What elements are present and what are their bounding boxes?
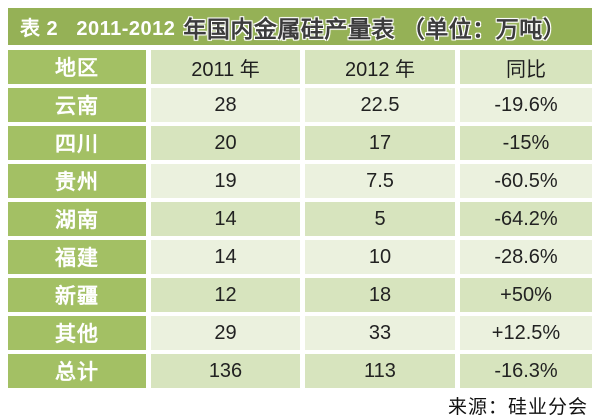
value-cell: 10 [305, 240, 455, 274]
value-cell: 136 [151, 354, 300, 388]
source-note: 来源：硅业分会 [447, 397, 588, 418]
value-cell: 18 [305, 278, 455, 312]
region-cell: 新疆 [8, 278, 146, 312]
value-cell: 20 [151, 126, 300, 160]
value-cell: 28 [151, 88, 300, 122]
table-title-bar: 表 2 2011-2012 年国内金属硅产量表 （单位：万吨） [8, 8, 592, 45]
value-cell: -16.3% [460, 354, 592, 388]
value-cell: 33 [305, 316, 455, 350]
region-cell: 四川 [8, 126, 146, 160]
table-title-prefix: 表 2 2011-2012 [20, 18, 176, 40]
value-cell: 29 [151, 316, 300, 350]
region-cell: 福建 [8, 240, 146, 274]
region-cell: 云南 [8, 88, 146, 122]
value-cell: +50% [460, 278, 592, 312]
region-cell: 总计 [8, 354, 146, 388]
region-cell: 其他 [8, 316, 146, 350]
value-cell: 5 [305, 202, 455, 236]
value-cell: -28.6% [460, 240, 592, 274]
production-table: 地区 2011 年 2012 年同比云南 28 22.5 -19.6% 四川 20 17 -15%… [8, 50, 592, 388]
value-cell: 12 [151, 278, 300, 312]
column-header: 2011 年 [151, 50, 300, 84]
value-cell: 14 [151, 240, 300, 274]
value-cell: 113 [305, 354, 455, 388]
value-cell: 17 [305, 126, 455, 160]
value-cell: -60.5% [460, 164, 592, 198]
column-header-region: 地区 [8, 50, 146, 84]
region-cell: 湖南 [8, 202, 146, 236]
value-cell: 22.5 [305, 88, 455, 122]
column-header: 2012 年 [305, 50, 455, 84]
value-cell: -64.2% [460, 202, 592, 236]
value-cell: 14 [151, 202, 300, 236]
value-cell: 7.5 [305, 164, 455, 198]
value-cell: +12.5% [460, 316, 592, 350]
table-title-suffix: 年国内金属硅产量表 （单位：万吨） [183, 15, 567, 42]
value-cell: 19 [151, 164, 300, 198]
value-cell: -15% [460, 126, 592, 160]
value-cell: -19.6% [460, 88, 592, 122]
column-header: 同比 [460, 50, 592, 84]
region-cell: 贵州 [8, 164, 146, 198]
